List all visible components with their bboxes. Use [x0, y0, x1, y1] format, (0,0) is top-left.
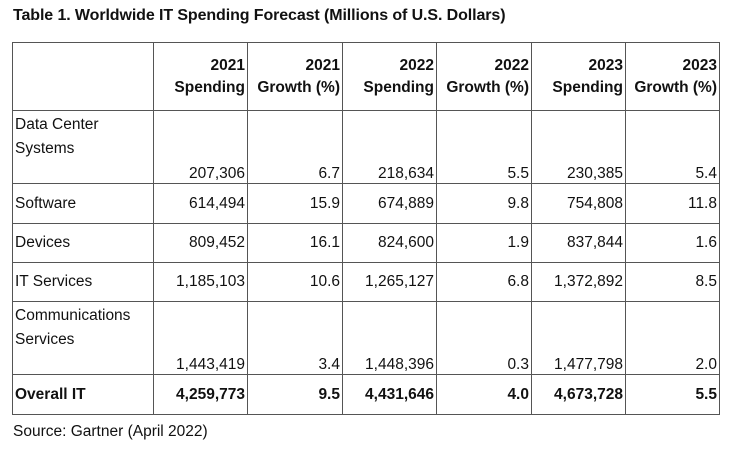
spending-forecast-table: 2021 Spending 2021 Growth (%) 2022 Spending… [12, 42, 720, 415]
col-header: 2021 Growth (%) [247, 42, 343, 111]
cell-value: 0.3 [436, 301, 532, 375]
cell-value: 614,494 [153, 183, 248, 224]
col-label: Growth (%) [257, 78, 340, 96]
col-year: 2021 [210, 56, 245, 74]
cell-value: 8.5 [625, 262, 720, 302]
cell-value: 809,452 [153, 223, 248, 263]
total-row: Overall IT 4,259,773 9.5 4,431,646 4.0 4… [12, 374, 720, 415]
cell-value: 5.5 [436, 110, 532, 184]
cell-value: 4,259,773 [153, 374, 248, 415]
cell-value: 4,673,728 [531, 374, 626, 415]
col-year: 2023 [588, 56, 623, 74]
table-row: Data Center Systems 207,306 6.7 218,634 … [12, 110, 720, 184]
col-label: Spending [552, 78, 623, 96]
cell-value: 754,808 [531, 183, 626, 224]
col-year: 2023 [682, 56, 717, 74]
table-row: Software 614,494 15.9 674,889 9.8 754,80… [12, 183, 720, 224]
row-label: IT Services [12, 262, 154, 302]
cell-value: 207,306 [153, 110, 248, 184]
cell-value: 9.5 [247, 374, 343, 415]
cell-value: 824,600 [342, 223, 437, 263]
table-title: Table 1. Worldwide IT Spending Forecast … [13, 7, 506, 24]
cell-value: 15.9 [247, 183, 343, 224]
row-label: Overall IT [12, 374, 154, 415]
cell-value: 6.8 [436, 262, 532, 302]
cell-value: 4.0 [436, 374, 532, 415]
row-label: Software [12, 183, 154, 224]
cell-value: 1,443,419 [153, 301, 248, 375]
col-label: Spending [363, 78, 434, 96]
cell-value: 10.6 [247, 262, 343, 302]
col-year: 2022 [399, 56, 434, 74]
cell-value: 1,372,892 [531, 262, 626, 302]
cell-value: 16.1 [247, 223, 343, 263]
col-year: 2022 [494, 56, 529, 74]
cell-value: 1,477,798 [531, 301, 626, 375]
cell-value: 3.4 [247, 301, 343, 375]
cell-value: 218,634 [342, 110, 437, 184]
cell-value: 1.6 [625, 223, 720, 263]
source-note: Source: Gartner (April 2022) [13, 423, 208, 440]
header-corner [12, 42, 154, 111]
col-header: 2022 Spending [342, 42, 437, 111]
cell-value: 5.5 [625, 374, 720, 415]
cell-value: 674,889 [342, 183, 437, 224]
cell-value: 1,185,103 [153, 262, 248, 302]
cell-value: 1,265,127 [342, 262, 437, 302]
col-header: 2021 Spending [153, 42, 248, 111]
col-header: 2023 Growth (%) [625, 42, 720, 111]
cell-value: 1,448,396 [342, 301, 437, 375]
col-year: 2021 [305, 56, 340, 74]
col-header: 2023 Spending [531, 42, 626, 111]
col-header: 2022 Growth (%) [436, 42, 532, 111]
cell-value: 837,844 [531, 223, 626, 263]
row-label: Communications Services [12, 301, 154, 375]
table-row: Devices 809,452 16.1 824,600 1.9 837,844… [12, 223, 720, 263]
row-label: Devices [12, 223, 154, 263]
cell-value: 1.9 [436, 223, 532, 263]
col-label: Spending [174, 78, 245, 96]
table-row: IT Services 1,185,103 10.6 1,265,127 6.8… [12, 262, 720, 302]
row-label: Data Center Systems [12, 110, 154, 184]
col-label: Growth (%) [634, 78, 717, 96]
cell-value: 5.4 [625, 110, 720, 184]
cell-value: 2.0 [625, 301, 720, 375]
col-label: Growth (%) [446, 78, 529, 96]
cell-value: 4,431,646 [342, 374, 437, 415]
cell-value: 9.8 [436, 183, 532, 224]
cell-value: 11.8 [625, 183, 720, 224]
cell-value: 230,385 [531, 110, 626, 184]
header-row: 2021 Spending 2021 Growth (%) 2022 Spending… [12, 42, 720, 111]
cell-value: 6.7 [247, 110, 343, 184]
table-row: Communications Services 1,443,419 3.4 1,… [12, 301, 720, 375]
